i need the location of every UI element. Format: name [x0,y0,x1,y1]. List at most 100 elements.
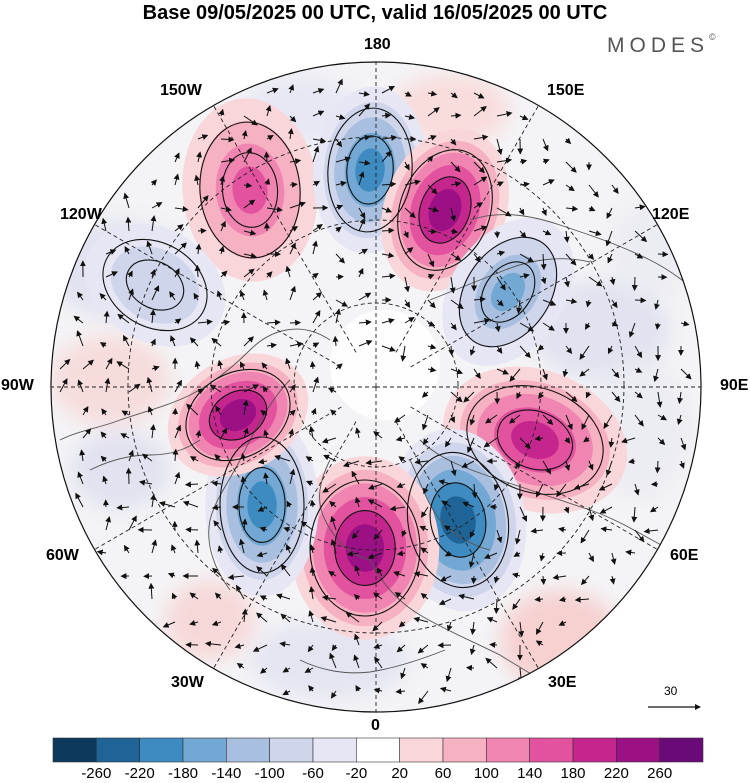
wind-vector [220,270,228,278]
wind-vector [151,202,163,209]
colorbar-swatch [616,737,660,763]
lon-label-60w: 60W [46,547,79,564]
wind-vector [394,414,406,423]
wind-vector [123,192,130,209]
wind-vector [312,376,320,393]
wind-vector [220,206,232,213]
wind-vector [174,224,184,232]
wind-vector [312,240,318,255]
wind-vector [530,527,544,534]
wind-vector [330,538,337,554]
wind-vector [496,250,506,257]
wind-vector [438,598,452,605]
wind-vector [404,247,414,255]
wind-vector [214,454,222,462]
wind-vector [312,180,320,187]
meridian-line [395,421,539,669]
wind-vector [289,158,302,165]
colorbar-tick-label: -20 [345,765,368,782]
wind-vector [573,483,590,490]
wind-vector [101,217,108,232]
wind-vector [220,220,226,232]
wind-vector [558,526,567,533]
wind-vector [654,460,661,474]
wind-vector [450,207,456,222]
wind-vector [322,483,337,493]
colorbar-tick-label: -140 [211,765,242,782]
wind-vector [542,138,549,152]
wind-vector [312,145,320,163]
wind-vector [564,437,571,444]
wind-vector [486,617,498,623]
meridian-line [395,105,539,353]
wind-vector [148,582,155,600]
wind-vector [473,317,491,324]
wind-vector [312,272,319,279]
wind-vector [471,483,478,499]
colorbar-tick-label: -180 [167,765,199,782]
wind-vector [128,515,137,531]
wind-vector [321,594,337,601]
wind-vector [496,368,509,375]
height-contour [208,389,268,441]
wind-vector [496,181,504,187]
wind-vector [354,427,361,439]
wind-vector [473,134,489,141]
wind-vector [607,345,614,355]
wind-vector [197,195,209,209]
wind-vector [162,621,176,628]
wind-vector [404,114,416,120]
wind-vector [381,252,395,259]
wind-vector [588,205,596,212]
wind-vector [236,662,245,669]
wind-vector [238,538,245,554]
wind-vector [312,223,323,232]
wind-vector [239,361,246,370]
wind-vector [307,644,314,653]
wind-vector [564,276,570,288]
wind-vector [470,575,477,585]
wind-vector [125,216,132,232]
wind-vector [427,135,437,141]
wind-vector [449,276,456,294]
wind-vector [211,620,222,627]
wind-vector [519,158,528,165]
wind-vector [358,90,370,97]
lon-label-90e: 90E [720,377,749,394]
wind-vector [197,134,209,140]
meridian-line [213,105,357,353]
wind-vector [518,621,525,638]
colorbar-tick-label: -220 [124,765,155,782]
wind-vector [266,342,277,349]
wind-vector [262,289,269,301]
wind-vector [196,151,202,163]
wind-vector [427,273,435,280]
wind-vector [373,431,383,439]
wind-vector [515,460,521,469]
wind-vector [220,427,228,439]
wind-vector [381,318,395,324]
wind-vector [305,456,314,463]
wind-vector [312,291,323,301]
wind-vector [519,506,528,522]
wind-vector [105,516,112,531]
wind-vector [588,276,603,287]
wind-vector [265,104,272,117]
wind-vector [446,621,453,632]
wind-vector [518,207,525,216]
wind-vector [189,619,199,626]
wind-vector [197,388,205,395]
wind-vector [266,271,273,278]
wind-vector [680,368,692,380]
wind-vector [565,345,573,355]
wind-vector [353,654,360,669]
wind-vector [581,414,590,430]
wind-vector [289,285,296,301]
lon-label-120w: 120W [60,206,102,223]
wind-vector [184,481,199,488]
wind-vector [173,173,180,186]
colorbar-swatch [399,737,444,763]
height-contour [458,236,558,348]
lon-label-120e: 120E [652,206,690,223]
wind-vector [634,529,645,543]
